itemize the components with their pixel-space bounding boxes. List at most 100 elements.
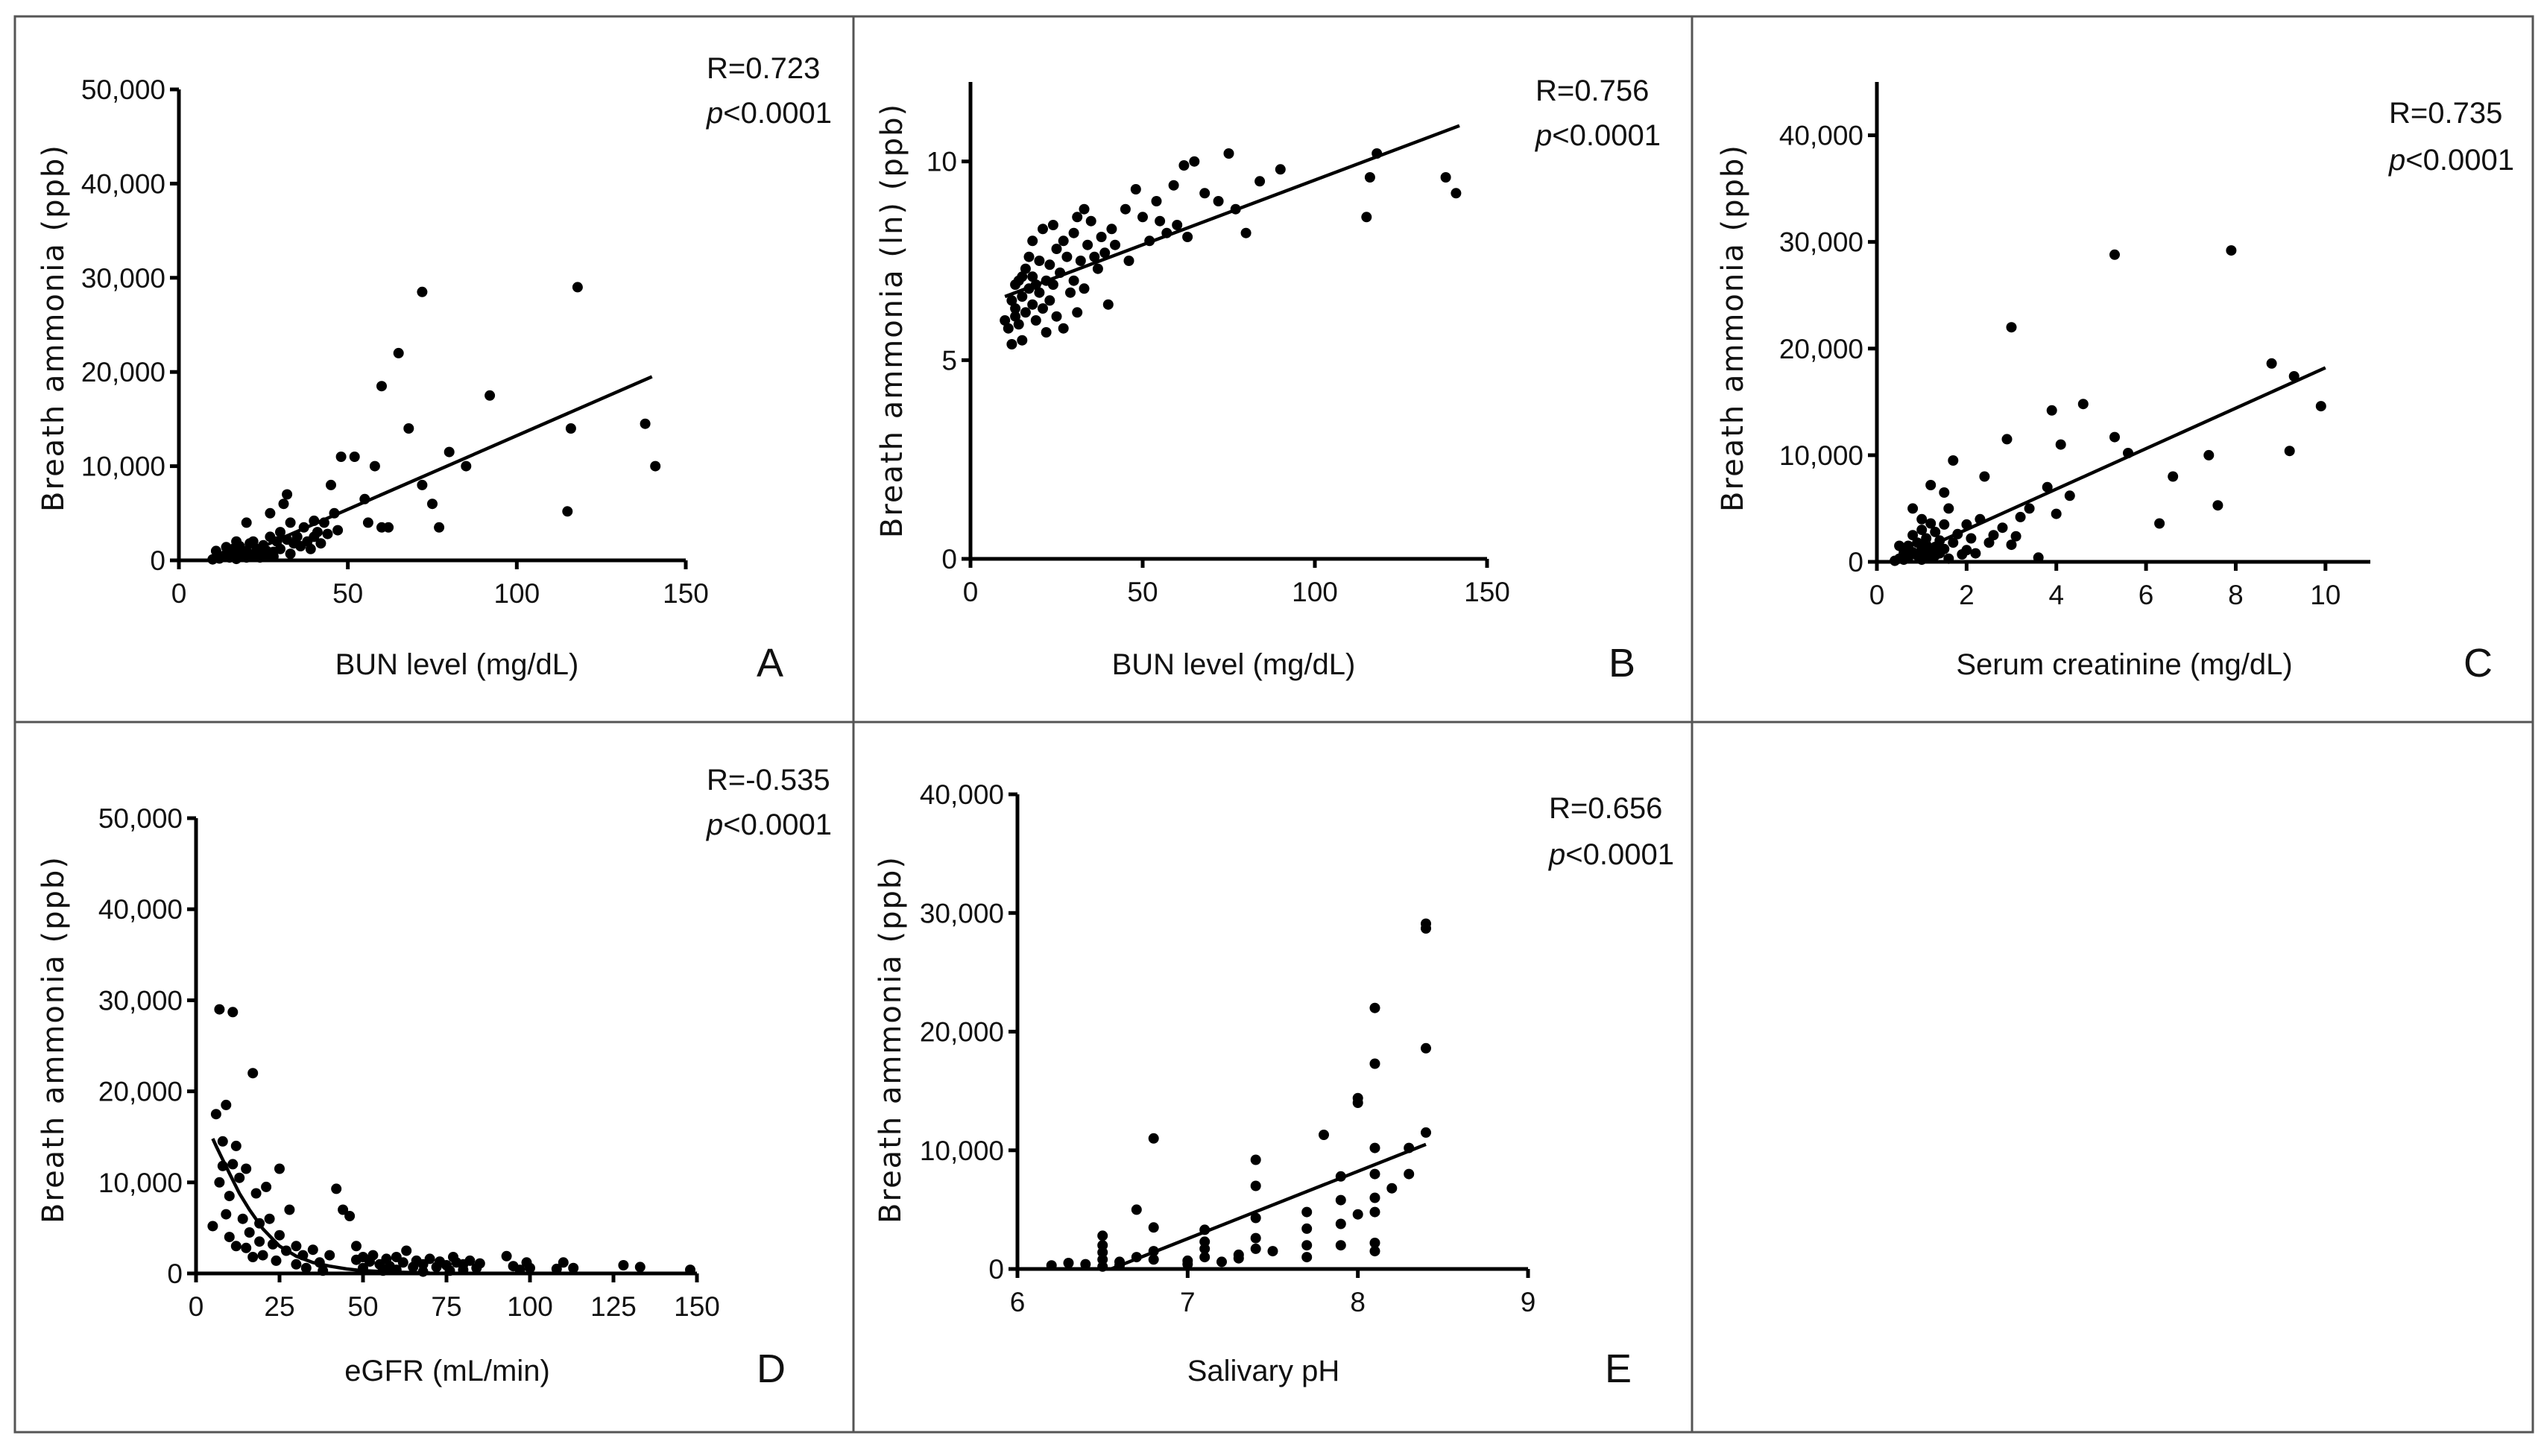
- data-point: [1020, 307, 1031, 318]
- data-point: [501, 1250, 512, 1262]
- data-point: [1421, 1127, 1431, 1138]
- data-point: [1199, 188, 1211, 199]
- y-tick-label: 0: [988, 1254, 1004, 1285]
- data-point: [1130, 184, 1141, 194]
- data-point: [1096, 232, 1107, 242]
- data-point: [1199, 1224, 1211, 1235]
- y-tick-label: 30,000: [1779, 227, 1863, 258]
- data-point: [1131, 1252, 1142, 1263]
- data-point: [1966, 533, 1977, 544]
- data-point: [1372, 148, 1383, 159]
- x-tick-label: 100: [507, 1291, 553, 1322]
- p-value: p<0.0001: [706, 97, 832, 130]
- data-point: [1027, 271, 1038, 282]
- x-tick-label: 9: [1521, 1287, 1536, 1317]
- data-point: [250, 1188, 262, 1199]
- y-tick-label: 0: [941, 544, 957, 575]
- data-point: [1440, 172, 1451, 183]
- x-tick-label: 50: [332, 578, 363, 609]
- data-point: [2266, 358, 2277, 369]
- data-point: [214, 1177, 225, 1188]
- data-point: [2001, 434, 2013, 445]
- correlation-r: R=0.735: [2389, 97, 2502, 130]
- y-axis-label: Breath ammonia (ppb): [37, 855, 71, 1224]
- y-axis-label: Breath ammonia (ppb): [1716, 144, 1750, 512]
- panel-a: Breath ammonia (ppb) BUN level (mg/dL) R…: [37, 52, 832, 686]
- data-point: [1097, 1254, 1108, 1265]
- data-point: [247, 1068, 259, 1079]
- data-point: [1068, 227, 1079, 238]
- data-point: [285, 548, 296, 560]
- data-point: [1943, 553, 1954, 564]
- data-point: [376, 381, 387, 392]
- data-point: [217, 1136, 228, 1147]
- panel-letter: E: [1605, 1346, 1632, 1391]
- data-point: [1013, 319, 1024, 330]
- data-point: [1003, 323, 1014, 334]
- data-point: [2109, 249, 2120, 260]
- data-point: [562, 506, 573, 517]
- data-point: [1943, 503, 1954, 514]
- data-point: [1898, 545, 1910, 556]
- data-point: [1199, 1252, 1211, 1263]
- data-point: [403, 423, 414, 434]
- data-point: [1335, 1171, 1346, 1182]
- data-point: [314, 1257, 325, 1268]
- x-tick-label: 100: [1292, 577, 1338, 607]
- x-axis-label: BUN level (mg/dL): [1112, 648, 1356, 681]
- data-point: [525, 1262, 535, 1273]
- data-point: [1114, 1256, 1125, 1267]
- data-point: [1361, 212, 1372, 223]
- data-point: [1939, 487, 1950, 498]
- data-point: [565, 423, 576, 434]
- y-tick-label: 20,000: [1779, 334, 1863, 364]
- data-point: [2033, 552, 2044, 563]
- data-point: [335, 452, 347, 462]
- data-point: [1148, 1222, 1159, 1233]
- data-point: [1301, 1223, 1313, 1234]
- x-tick-label: 10: [2310, 580, 2341, 610]
- data-point: [1230, 203, 1241, 215]
- data-point: [391, 1264, 402, 1276]
- data-point: [427, 498, 438, 510]
- data-point: [275, 543, 285, 554]
- correlation-r: R=0.656: [1549, 792, 1662, 825]
- data-point: [261, 1181, 272, 1192]
- data-point: [1925, 480, 1937, 490]
- data-point: [221, 1099, 232, 1110]
- y-tick-label: 50,000: [98, 803, 183, 834]
- data-point: [444, 446, 455, 458]
- data-point: [257, 1250, 268, 1261]
- panel-letter: D: [757, 1346, 786, 1391]
- data-point: [2109, 431, 2120, 443]
- data-point: [397, 1257, 408, 1268]
- data-point: [1216, 1256, 1227, 1267]
- data-point: [1161, 227, 1172, 238]
- p-value: p<0.0001: [2388, 144, 2514, 177]
- data-point: [1301, 1206, 1313, 1218]
- data-point: [207, 1221, 218, 1232]
- data-point: [254, 1218, 265, 1229]
- x-tick-label: 25: [264, 1291, 294, 1322]
- data-point: [268, 1238, 278, 1250]
- y-tick-label: 0: [167, 1259, 183, 1289]
- data-point: [1948, 455, 1959, 466]
- data-point: [1038, 303, 1048, 314]
- data-point: [210, 545, 221, 557]
- data-point: [485, 390, 496, 401]
- x-axis-label: BUN level (mg/dL): [335, 648, 579, 681]
- data-point: [1952, 528, 1963, 539]
- y-tick-label: 5: [941, 345, 957, 376]
- data-point: [1006, 295, 1017, 306]
- data-point: [1075, 256, 1086, 266]
- data-point: [274, 1163, 285, 1174]
- y-tick-label: 0: [1848, 547, 1863, 577]
- data-point: [1925, 518, 1937, 529]
- data-point: [307, 1244, 318, 1256]
- data-point: [338, 1204, 349, 1215]
- data-point: [514, 1264, 525, 1276]
- x-tick-label: 50: [1127, 577, 1158, 607]
- y-tick-label: 10,000: [920, 1136, 1004, 1166]
- data-point: [221, 1209, 232, 1220]
- data-point: [1907, 530, 1919, 541]
